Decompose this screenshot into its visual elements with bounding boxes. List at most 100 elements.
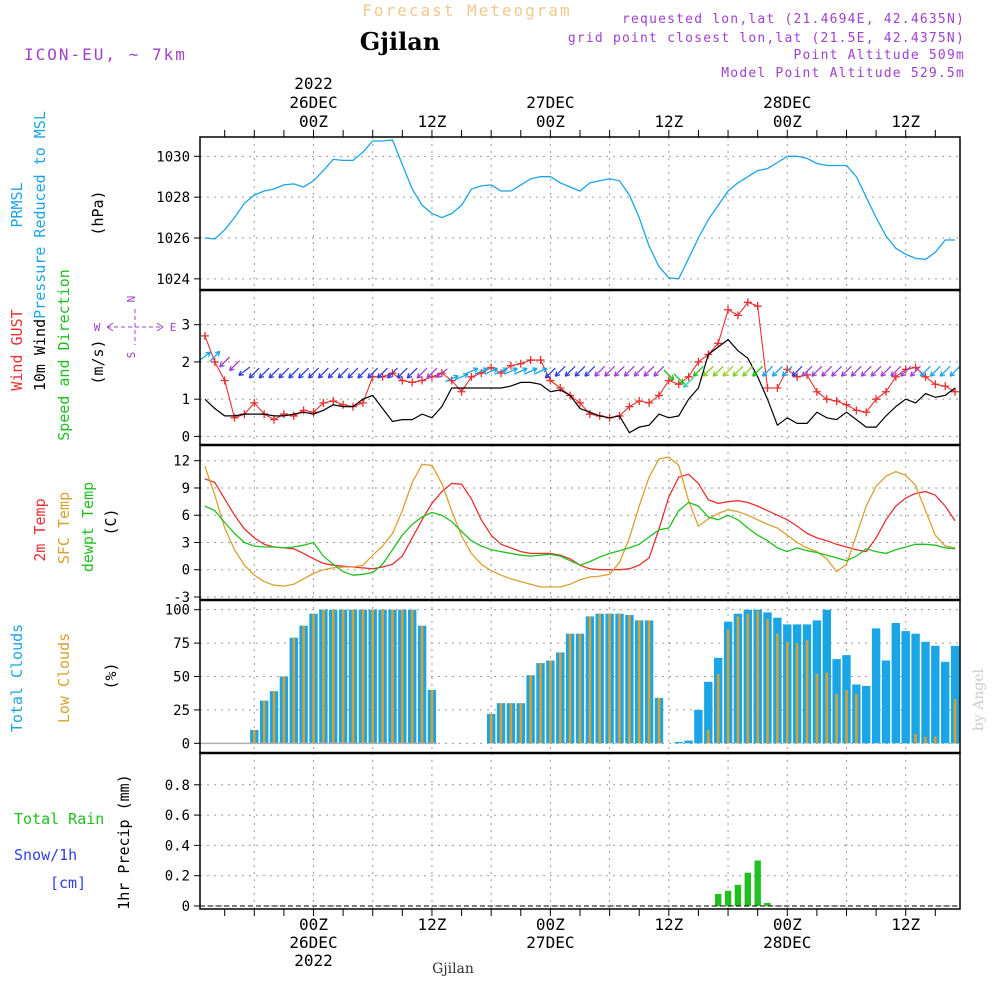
wind-arrow	[367, 367, 379, 379]
wind-arrow	[831, 365, 843, 377]
gust-marker	[279, 410, 288, 419]
panel-label: Speed and Direction	[55, 269, 73, 441]
wind-arrow	[752, 365, 764, 377]
wind-arrow	[781, 365, 793, 377]
gust-marker	[230, 413, 239, 422]
total-cloud-bar	[911, 633, 920, 744]
time-label-top: 12Z	[417, 112, 446, 131]
gust-marker	[506, 361, 515, 370]
y-tick-label: 0.4	[165, 838, 190, 854]
chart-title: Forecast Meteogram	[362, 1, 571, 20]
time-label-bottom: 00Z	[773, 915, 802, 934]
wind-arrow	[533, 367, 548, 375]
low-cloud-bar	[795, 643, 799, 744]
low-cloud-bar	[509, 703, 513, 744]
low-cloud-bar	[845, 689, 848, 744]
low-cloud-bar	[549, 660, 552, 744]
low-cloud-bar	[618, 613, 621, 744]
wind-arrow	[919, 365, 931, 377]
low-cloud-bar	[430, 689, 434, 744]
panel-label: SFC Temp	[55, 492, 73, 564]
y-tick-label: 0	[182, 899, 190, 915]
compass-w: W	[94, 321, 101, 334]
grid-coords: grid point closest lon,lat (21.5E, 42.43…	[568, 31, 965, 46]
panel-label: 1hr Precip (mm)	[115, 774, 133, 909]
wind-arrow	[732, 365, 744, 377]
wind-arrow	[712, 365, 724, 377]
low-cloud-bar	[420, 625, 424, 744]
gust-marker	[674, 380, 683, 389]
low-cloud-bar	[499, 703, 503, 744]
wind-arrow	[771, 365, 783, 377]
wind-arrow	[742, 365, 754, 377]
gust-marker	[210, 357, 219, 366]
credit: by Angel	[971, 668, 987, 731]
y-tick-label: 2	[182, 355, 190, 371]
low-cloud-bar	[953, 699, 957, 744]
y-tick-label: 9	[182, 481, 190, 497]
gust-marker	[556, 383, 565, 392]
low-cloud-bar	[707, 730, 710, 744]
panel-label: [cm]	[50, 874, 86, 892]
wind-arrow	[604, 365, 616, 377]
y-tick-label: 1024	[156, 272, 190, 288]
wind-arrow	[474, 367, 489, 375]
gust-marker	[793, 372, 802, 381]
gust-marker	[664, 376, 673, 385]
wind-arrow	[317, 367, 329, 379]
compass-s: S	[125, 352, 138, 359]
rain-bar	[744, 872, 751, 906]
gust-marker	[645, 398, 654, 407]
low-cloud-bar	[272, 691, 276, 744]
y-tick-label: 1026	[156, 231, 190, 247]
low-cloud-bar	[598, 613, 601, 744]
gust-marker	[714, 339, 723, 348]
y-tick-label: 100	[165, 603, 190, 619]
model-altitude: Model Point Altitude 529.5m	[721, 66, 965, 81]
gust-marker	[724, 305, 733, 314]
total-cloud-bar	[862, 685, 871, 744]
total-cloud-bar	[871, 628, 881, 744]
wind-arrow	[929, 365, 941, 377]
gust-marker	[635, 397, 644, 406]
wind-arrow	[357, 367, 369, 379]
wind-arrow	[722, 365, 734, 377]
low-cloud-bar	[519, 703, 523, 744]
series-line-10m-wind	[204, 338, 956, 434]
total-cloud-bar	[684, 740, 693, 744]
wind-arrow	[288, 367, 300, 379]
y-tick-label: 6	[182, 508, 190, 524]
time-label-top: 27DEC	[526, 93, 574, 112]
wind-arrow	[623, 365, 635, 377]
low-cloud-bar	[351, 609, 355, 744]
total-cloud-bar	[950, 645, 960, 744]
requested-coords: requested lon,lat (21.4694E, 42.4635N)	[622, 12, 965, 27]
wind-arrow	[594, 365, 606, 377]
compass-e: E	[170, 321, 177, 334]
wind-arrow	[673, 373, 685, 385]
time-label-top: 28DEC	[763, 93, 811, 112]
gust-marker	[408, 378, 417, 387]
y-tick-label: 50	[173, 670, 190, 686]
wind-arrow	[821, 365, 833, 377]
low-cloud-bar	[657, 697, 661, 744]
total-cloud-bar	[694, 709, 703, 744]
gust-marker	[319, 398, 328, 407]
low-cloud-bar	[736, 616, 740, 744]
wind-arrow	[900, 365, 912, 377]
gust-marker	[911, 363, 920, 372]
panel-label: 2m Temp	[31, 498, 49, 561]
wind-arrow	[219, 356, 231, 368]
gust-marker	[891, 372, 900, 381]
wind-arrow	[791, 365, 803, 377]
gust-marker	[763, 383, 772, 392]
wind-arrow	[426, 367, 438, 379]
point-altitude: Point Altitude 509m	[793, 48, 965, 63]
time-label-bottom: 12Z	[417, 915, 446, 934]
gust-marker	[733, 311, 742, 320]
wind-arrow	[258, 367, 270, 379]
gust-marker	[418, 376, 427, 385]
gust-marker	[753, 302, 762, 311]
low-cloud-bar	[341, 609, 345, 744]
time-label-top: 12Z	[891, 112, 920, 131]
